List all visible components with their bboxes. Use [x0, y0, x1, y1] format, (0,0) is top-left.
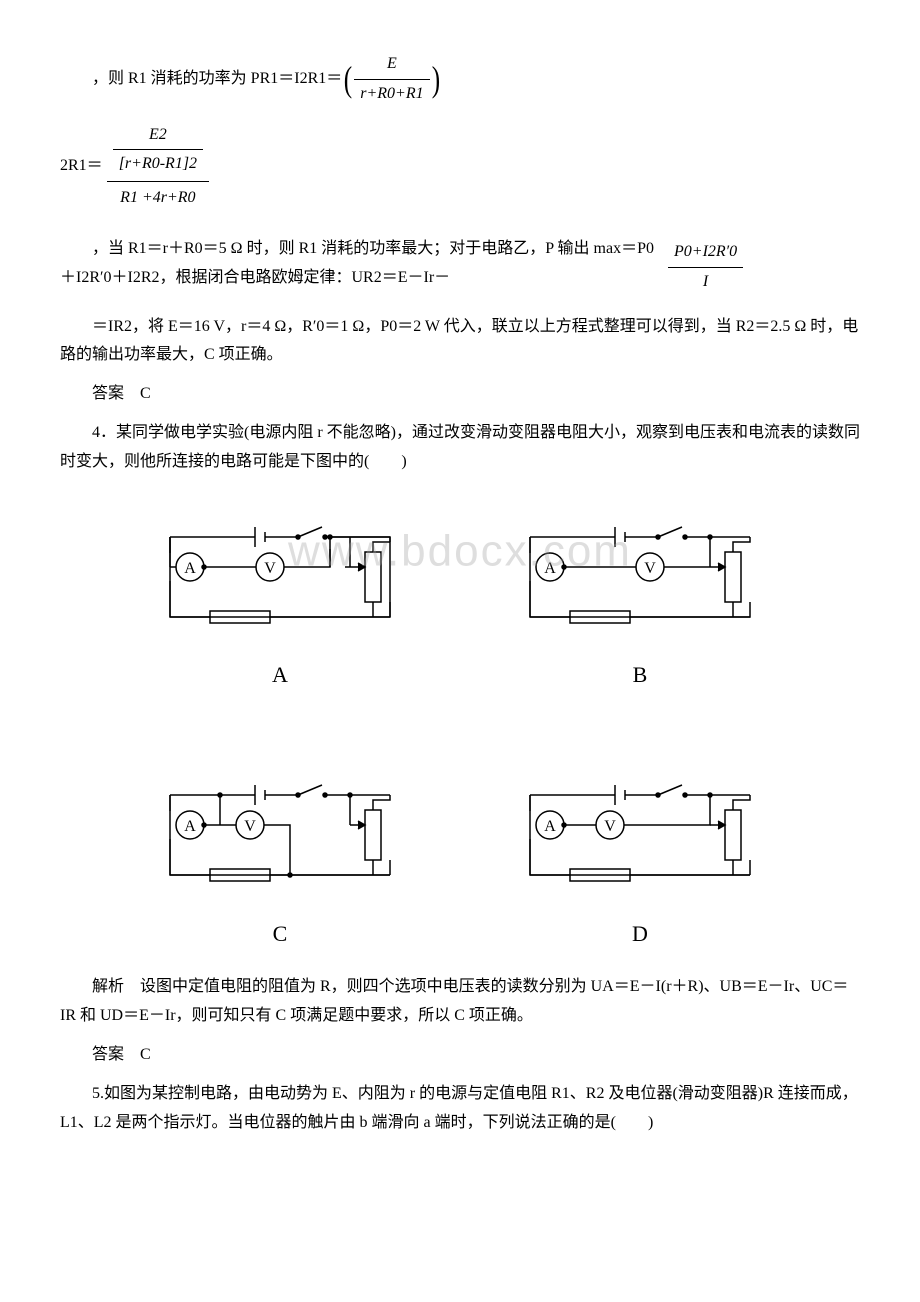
label-b: B [510, 655, 770, 695]
circuit-diagrams: www.bdocx.com A [60, 497, 860, 954]
line3-text: ，当 R1＝r＋R0＝5 Ω 时，则 R1 消耗的功率最大；对于电路乙，P 输出… [60, 235, 660, 293]
line2-prefix: 2R1＝ [60, 152, 103, 181]
circuit-c-svg: A V [150, 755, 410, 895]
label-a: A [150, 655, 410, 695]
question-5: 5.如图为某控制电路，由电动势为 E、内阻为 r 的电源与定值电阻 R1、R2 … [60, 1080, 860, 1138]
circuit-d: A V D [510, 755, 770, 953]
formula-line-3: ，当 R1＝r＋R0＝5 Ω 时，则 R1 消耗的功率最大；对于电路乙，P 输出… [60, 225, 860, 303]
label-d: D [510, 914, 770, 954]
answer-4: 答案 C [60, 1041, 860, 1070]
answer-3: 答案 C [60, 380, 860, 409]
right-paren: ) [431, 61, 439, 97]
svg-text:V: V [604, 818, 616, 835]
circuit-b: A V B [510, 497, 770, 695]
circuit-a: A V [150, 497, 410, 695]
line4-text: ＝IR2，将 E＝16 V，r＝4 Ω，R′0＝1 Ω，P0＝2 W 代入，联立… [60, 313, 860, 371]
svg-text:A: A [544, 560, 556, 577]
formula-line-1: ，则 R1 消耗的功率为 PR1＝I2R1＝ ( E r+R0+R1 ) [60, 50, 860, 109]
line1-prefix: ，则 R1 消耗的功率为 PR1＝I2R1＝ [60, 65, 342, 94]
label-c: C [150, 914, 410, 954]
fraction-1: E r+R0+R1 [354, 50, 429, 109]
svg-text:V: V [644, 560, 656, 577]
svg-text:A: A [184, 560, 196, 577]
fraction-3: P0+I2R′0 I [668, 238, 743, 297]
svg-text:V: V [264, 560, 276, 577]
complex-fraction: E2 [r+R0-R1]2 R1 +4r+R0 [107, 119, 209, 215]
q4-analysis: 解析 设图中定值电阻的阻值为 R，则四个选项中电压表的读数分别为 UA＝E－I(… [60, 973, 860, 1031]
svg-text:V: V [244, 818, 256, 835]
svg-text:A: A [544, 818, 556, 835]
formula-line-2: 2R1＝ E2 [r+R0-R1]2 R1 +4r+R0 [60, 119, 860, 215]
question-4: 4．某同学做电学实验(电源内阻 r 不能忽略)，通过改变滑动变阻器电阻大小，观察… [60, 419, 860, 477]
circuit-b-svg: A V [510, 497, 770, 637]
circuit-c: A V C [150, 755, 410, 953]
circuit-d-svg: A V [510, 755, 770, 895]
circuit-a-svg: A V [150, 497, 410, 637]
left-paren: ( [344, 61, 352, 97]
svg-text:A: A [184, 818, 196, 835]
